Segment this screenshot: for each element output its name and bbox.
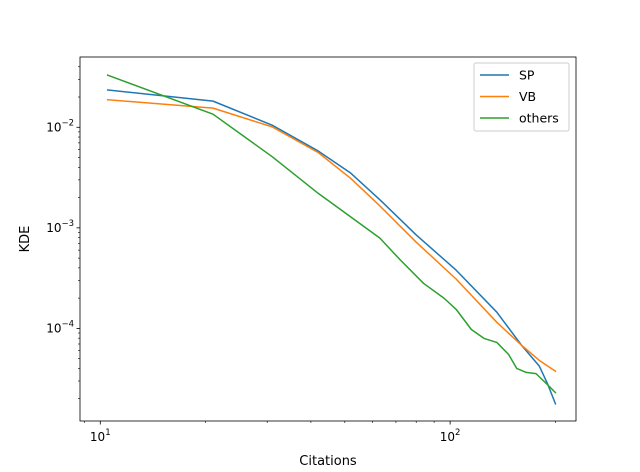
series-line-vb [106,98,557,373]
tick-label-base: 10 [46,221,61,235]
tick-label-exponent: −3 [61,219,74,229]
axes-frame [79,56,577,422]
y-tick-label: 10−3 [46,219,74,235]
x-tick-label: 102 [440,428,461,444]
x-axis-label: Citations [299,454,357,469]
series-layer [106,74,557,405]
tick-label-base: 10 [90,430,105,444]
tick-label-exponent: −2 [61,118,74,128]
legend-frame [473,62,570,132]
legend-label-sp: SP [519,68,535,83]
y-axis-label: KDE [18,226,33,253]
y-tick-label: 10−4 [46,319,74,335]
tick-label-exponent: −4 [61,319,74,329]
legend-label-others: others [519,111,559,126]
tick-label-exponent: 2 [455,428,460,438]
tick-label-base: 10 [46,120,61,134]
legend-label-vb: VB [519,89,536,104]
tick-label-exponent: 1 [105,428,110,438]
x-tick-label: 101 [90,428,111,444]
series-line-others [106,74,557,394]
y-tick-label: 10−2 [46,118,74,134]
tick-label-base: 10 [440,430,455,444]
legend: SP VB others [473,62,570,132]
series-line-sp [106,89,557,405]
tick-label-base: 10 [46,321,61,335]
